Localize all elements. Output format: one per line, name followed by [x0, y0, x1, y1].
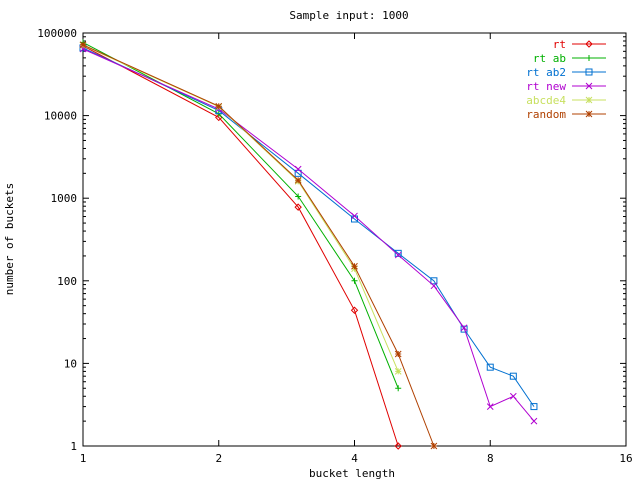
legend-item-rt-new: rt new [526, 80, 606, 93]
x-tick-label: 4 [351, 452, 358, 465]
series-line-rt [82, 45, 399, 447]
y-axis-label: number of buckets [3, 183, 16, 296]
data-point-rt-new [394, 251, 402, 259]
series-line-rt-new [82, 48, 535, 422]
data-point-rt-ab [351, 277, 358, 284]
data-point-random [394, 350, 402, 358]
data-point-rt-new [486, 403, 494, 410]
legend-item-abcde4: abcde4 [526, 94, 606, 107]
data-point-random [351, 262, 358, 270]
data-point-rt-ab2 [430, 277, 438, 285]
data-point-random [215, 102, 223, 110]
data-point-rt-new [430, 282, 438, 290]
series-rt-new [79, 45, 538, 425]
y-tick-label: 10 [64, 357, 77, 370]
series-line-random [82, 44, 435, 447]
data-point-rt-ab2 [460, 325, 468, 333]
data-point-rt [294, 203, 302, 211]
legend-label: abcde4 [526, 94, 566, 107]
series-line-rt-ab [82, 41, 399, 389]
data-point-rt-ab2 [530, 403, 538, 411]
data-point-rt-ab [295, 193, 302, 200]
legend-item-rt-ab2: rt ab2 [526, 66, 606, 79]
x-tick-label: 2 [215, 452, 222, 465]
x-tick-label: 8 [487, 452, 494, 465]
data-point-rt-new [351, 212, 358, 220]
data-point-random [294, 176, 302, 184]
data-point-rt-ab2 [294, 169, 302, 177]
axis-ticks: 1 2 4 8 16 1 10 100 1000 10000 100000 [37, 27, 632, 465]
legend-item-random: random [526, 108, 606, 121]
data-point-rt-ab2 [509, 372, 517, 380]
data-point-abcde4 [394, 368, 402, 375]
legend-label: rt [553, 38, 566, 51]
data-point-rt-new [509, 392, 517, 400]
data-point-rt-ab2 [394, 249, 402, 257]
y-tick-label: 10000 [44, 110, 77, 123]
chart-title: Sample input: 1000 [289, 9, 408, 22]
legend-item-rt: rt [553, 38, 606, 51]
legend-label: random [526, 108, 566, 121]
legend-marker [585, 110, 593, 118]
series-random [79, 41, 438, 450]
data-point-rt [350, 306, 359, 314]
legend-marker [585, 68, 593, 76]
y-tick-label: 100000 [37, 27, 77, 40]
data-point-rt-ab2 [486, 363, 494, 371]
y-tick-label: 1000 [51, 192, 78, 205]
data-point-rt-new [294, 165, 302, 173]
data-point-random [79, 41, 87, 49]
y-tick-label: 100 [57, 275, 77, 288]
x-tick-label: 1 [80, 452, 87, 465]
y-tick-label: 1 [70, 440, 77, 453]
data-point-rt [394, 442, 402, 450]
series-abcde4 [79, 41, 402, 375]
data-point-rt-new [530, 417, 538, 425]
legend-marker [585, 40, 593, 48]
legend-marker [585, 82, 593, 90]
legend-label: rt new [526, 80, 566, 93]
data-point-rt-new [460, 324, 468, 332]
data-point-random [430, 442, 438, 450]
legend-marker [585, 96, 593, 104]
series-line-rt-ab2 [82, 47, 535, 407]
data-point-rt-ab [395, 385, 402, 392]
legend-item-rt-ab: rt ab [533, 52, 606, 65]
legend-marker [586, 55, 592, 61]
legend-label: rt ab [533, 52, 566, 65]
series-layer [79, 39, 538, 450]
series-line-abcde4 [82, 44, 399, 372]
series-rt-ab2 [79, 44, 538, 411]
legend-label: rt ab2 [526, 66, 566, 79]
x-tick-label: 16 [619, 452, 632, 465]
x-axis-label: bucket length [309, 467, 395, 480]
series-rt [79, 42, 402, 450]
